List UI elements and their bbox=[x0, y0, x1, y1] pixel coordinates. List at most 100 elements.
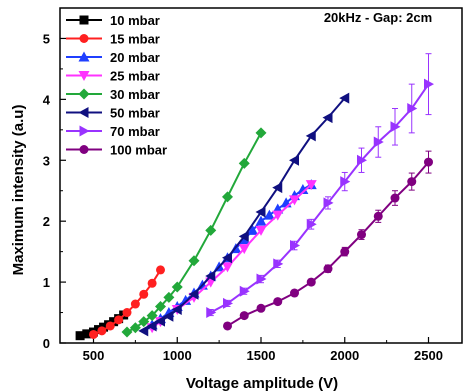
data-point bbox=[156, 265, 165, 275]
legend-label: 50 mbar bbox=[110, 106, 160, 121]
legend-label: 20 mbar bbox=[110, 50, 160, 65]
legend-marker bbox=[79, 125, 90, 137]
legend-label: 15 mbar bbox=[110, 32, 160, 47]
y-tick-label: 0 bbox=[43, 336, 50, 351]
y-tick-label: 4 bbox=[43, 92, 51, 107]
y-tick-label: 2 bbox=[43, 214, 50, 229]
legend-marker bbox=[79, 34, 89, 43]
data-point bbox=[129, 322, 141, 334]
data-point bbox=[89, 329, 98, 339]
data-point bbox=[424, 78, 434, 90]
x-tick-label: 500 bbox=[83, 348, 105, 363]
data-point bbox=[146, 310, 158, 322]
series-100-mbar bbox=[223, 150, 433, 331]
data-point bbox=[139, 289, 149, 299]
data-point bbox=[147, 278, 157, 288]
data-point bbox=[373, 211, 383, 221]
data-point bbox=[105, 321, 115, 331]
data-point bbox=[340, 176, 351, 188]
legend-marker bbox=[79, 15, 89, 25]
data-point bbox=[222, 252, 232, 264]
legend-marker bbox=[78, 71, 90, 81]
data-point bbox=[223, 321, 232, 331]
series-50-mbar bbox=[138, 92, 350, 337]
data-point bbox=[146, 320, 157, 332]
data-point bbox=[163, 291, 175, 303]
data-point bbox=[407, 177, 417, 187]
data-point bbox=[171, 304, 182, 315]
data-point bbox=[273, 297, 283, 307]
y-tick-label: 3 bbox=[43, 153, 50, 168]
data-point bbox=[290, 240, 300, 252]
data-point bbox=[306, 277, 316, 287]
x-tick-label: 1500 bbox=[247, 348, 276, 363]
legend-label: 30 mbar bbox=[110, 87, 160, 102]
data-point bbox=[130, 299, 140, 309]
legend-label: 25 mbar bbox=[110, 69, 160, 84]
data-point bbox=[97, 326, 107, 336]
legend-label: 100 mbar bbox=[110, 143, 167, 158]
data-point bbox=[272, 182, 283, 194]
data-point bbox=[340, 247, 350, 257]
data-point bbox=[75, 331, 85, 341]
data-point bbox=[121, 326, 133, 338]
data-point bbox=[305, 180, 317, 191]
y-tick-label: 5 bbox=[43, 31, 50, 46]
data-point bbox=[114, 315, 124, 325]
data-point bbox=[138, 325, 149, 337]
data-point bbox=[255, 127, 267, 139]
data-point bbox=[256, 273, 267, 285]
data-point bbox=[390, 193, 400, 203]
legend-label: 10 mbar bbox=[110, 13, 160, 28]
legend-marker bbox=[78, 51, 90, 62]
series-30-mbar bbox=[121, 127, 267, 338]
data-point bbox=[205, 270, 216, 282]
data-point bbox=[155, 315, 165, 327]
data-point bbox=[339, 92, 350, 104]
data-point bbox=[322, 112, 333, 124]
data-point bbox=[155, 300, 166, 312]
data-point bbox=[223, 297, 233, 309]
series-10-mbar bbox=[75, 310, 129, 341]
data-point bbox=[357, 230, 366, 240]
data-point bbox=[323, 197, 334, 209]
data-point bbox=[247, 224, 259, 235]
data-point bbox=[357, 154, 367, 166]
legend-marker bbox=[78, 88, 90, 100]
legend-marker bbox=[78, 107, 89, 118]
data-point bbox=[163, 310, 174, 322]
x-tick-label: 1000 bbox=[163, 348, 192, 363]
series-layer bbox=[75, 53, 434, 341]
axis-ticks: 500 1000 1500 2000 2500 0 1 2 3 4 5 bbox=[43, 31, 443, 363]
data-point bbox=[239, 311, 249, 321]
legend-item: 25 mbar bbox=[66, 69, 160, 84]
legend-label: 70 mbar bbox=[110, 124, 160, 139]
legend-item: 15 mbar bbox=[66, 32, 160, 47]
chart-annotation: 20kHz - Gap: 2cm bbox=[324, 10, 432, 25]
data-point bbox=[255, 206, 266, 218]
data-point bbox=[122, 308, 132, 318]
data-point bbox=[297, 184, 309, 195]
data-point bbox=[290, 288, 299, 298]
legend-item: 50 mbar bbox=[66, 106, 160, 121]
data-point bbox=[289, 195, 300, 206]
series-70-mbar bbox=[206, 53, 434, 319]
data-point bbox=[256, 303, 266, 313]
data-point bbox=[238, 244, 250, 255]
data-point bbox=[188, 288, 199, 300]
data-point bbox=[82, 329, 92, 339]
x-tick-label: 2500 bbox=[414, 348, 443, 363]
y-axis-label: Maximum intensity (a.u) bbox=[10, 105, 27, 276]
x-axis-label: Voltage amplitude (V) bbox=[186, 375, 338, 392]
data-point bbox=[305, 130, 316, 142]
legend: 10 mbar 15 mbar 20 mbar 25 mbar 30 mbar 50 mb… bbox=[66, 13, 167, 158]
data-point bbox=[222, 191, 233, 203]
data-point bbox=[205, 224, 217, 236]
legend-item: 20 mbar bbox=[66, 50, 160, 65]
data-point bbox=[222, 262, 233, 273]
data-point bbox=[255, 215, 267, 226]
data-point bbox=[171, 281, 183, 293]
data-point bbox=[263, 209, 275, 220]
legend-marker bbox=[79, 145, 89, 154]
data-point bbox=[407, 103, 418, 114]
